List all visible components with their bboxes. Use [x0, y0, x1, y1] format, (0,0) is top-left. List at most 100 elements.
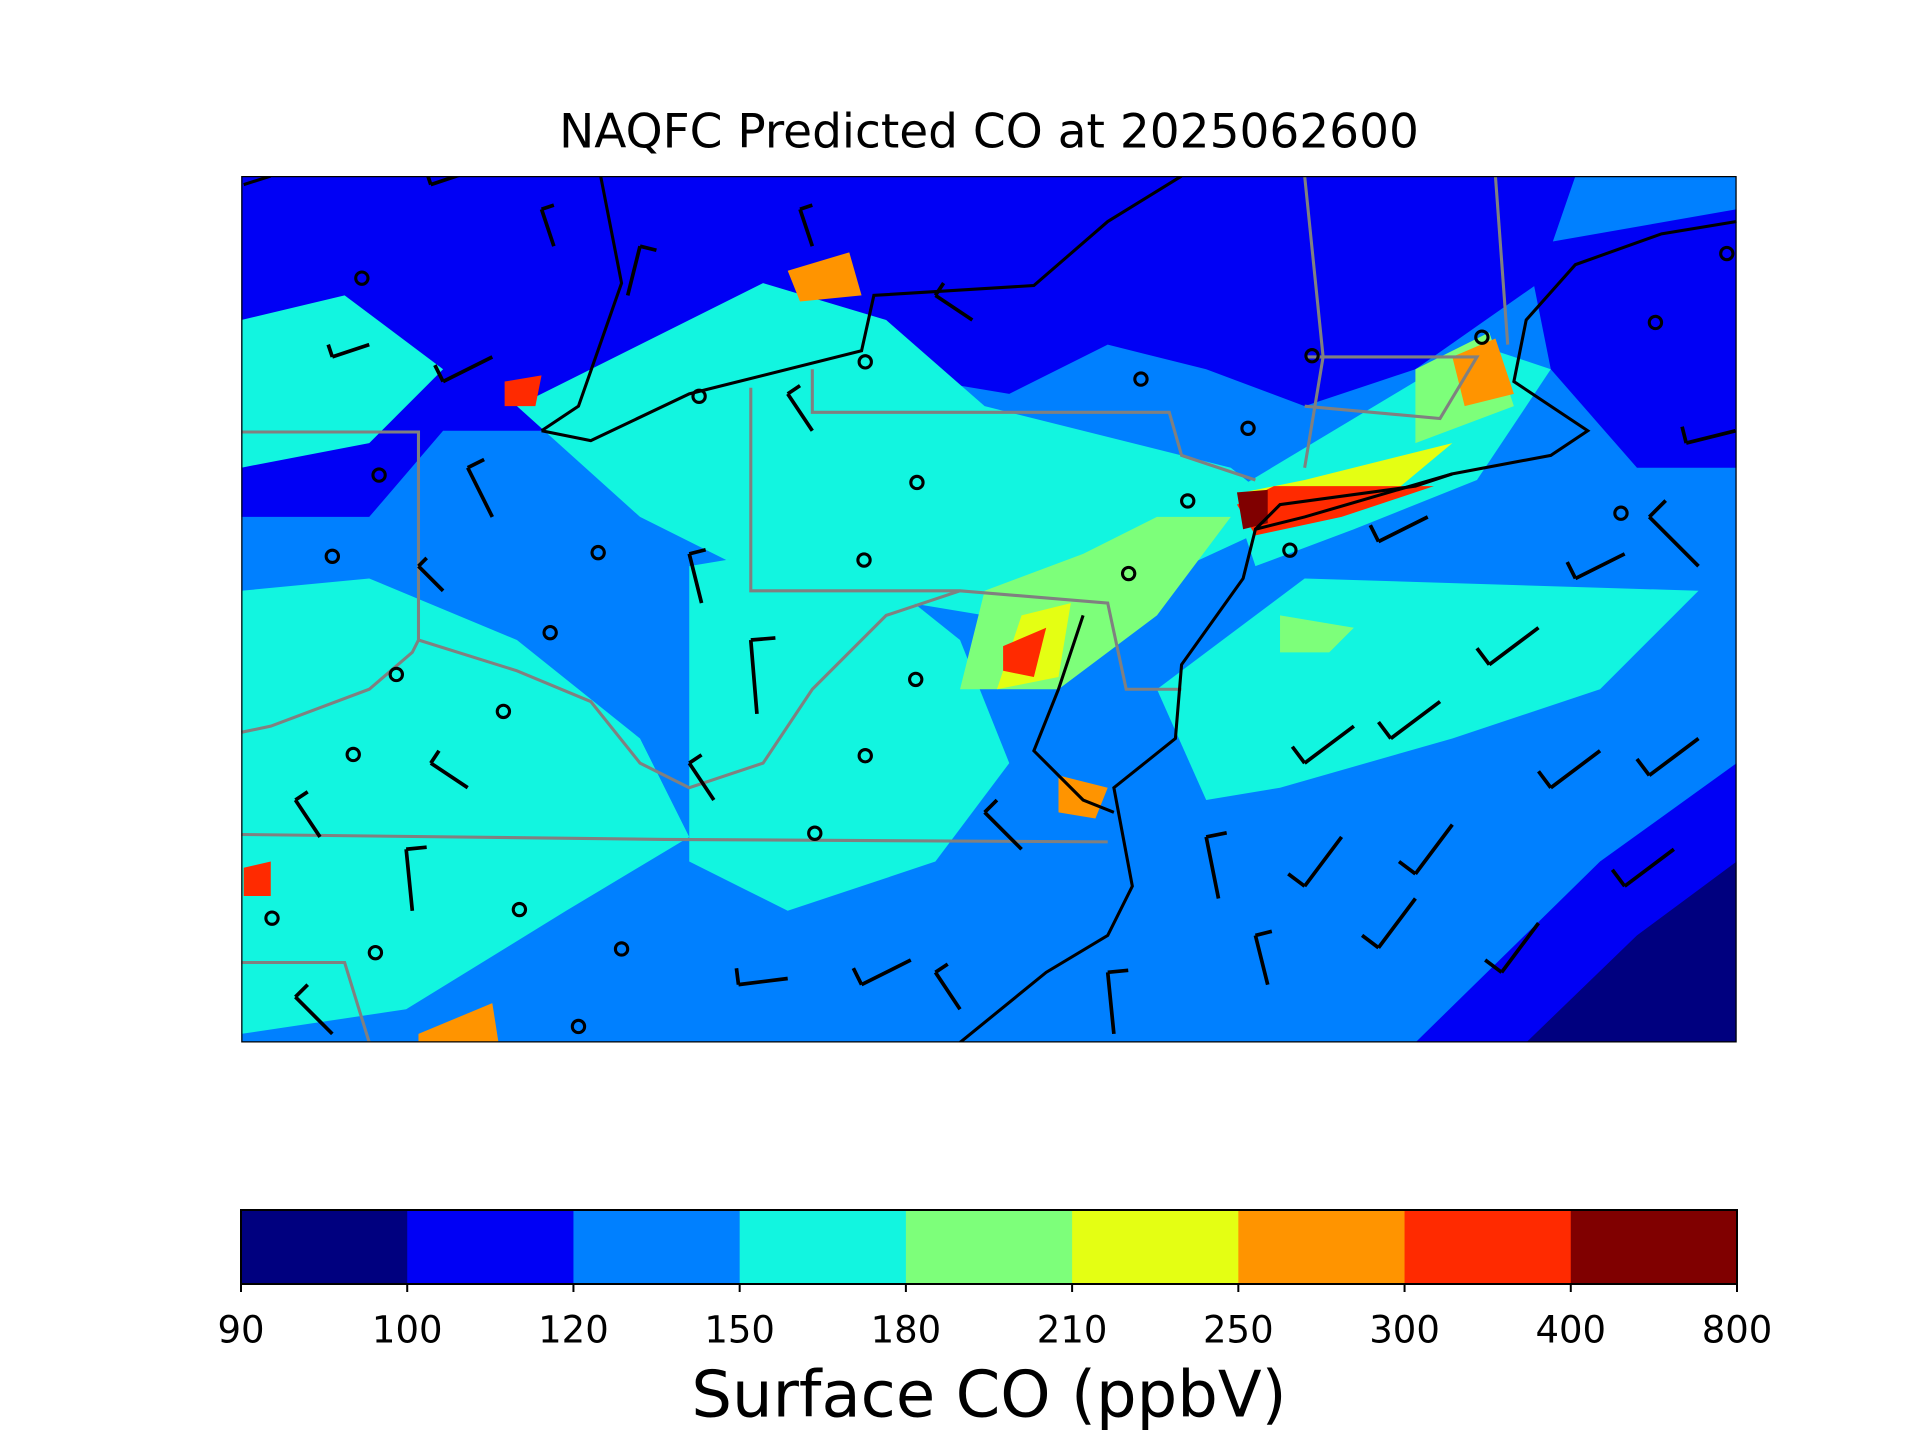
- boundary-line: [541, 176, 1183, 443]
- wind-barb: [1368, 515, 1429, 544]
- boundary-line: [243, 176, 272, 187]
- colorbar-segment: [739, 1210, 907, 1284]
- boundary-line: [810, 369, 1256, 482]
- station: [371, 467, 387, 483]
- station: [613, 941, 630, 957]
- wind-barb: [1565, 552, 1626, 581]
- colorbar-tick-label: 100: [372, 1309, 443, 1352]
- station: [856, 552, 872, 568]
- co-field-region: [787, 176, 1576, 407]
- wind-barb: [1105, 968, 1129, 1035]
- colorbar-tick-label: 180: [871, 1309, 942, 1352]
- station: [1719, 245, 1735, 262]
- wind-barb: [687, 753, 716, 802]
- wind-barb: [294, 983, 334, 1036]
- colorbar-segment: [573, 1210, 741, 1284]
- station: [1282, 542, 1298, 558]
- boundary-line: [540, 176, 624, 433]
- co-field-region: [243, 861, 271, 897]
- wind-barb: [293, 790, 322, 838]
- colorbar-tick-label: 300: [1369, 1309, 1440, 1352]
- co-field-region: [241, 578, 690, 1034]
- station: [807, 825, 823, 841]
- colorbar-tick-label: 120: [538, 1309, 609, 1352]
- wind-barb: [1475, 626, 1540, 667]
- station: [857, 354, 873, 370]
- wind-barb: [1537, 749, 1602, 790]
- co-field-region: [1236, 489, 1268, 530]
- co-field-region: [1280, 615, 1354, 653]
- wind-barb: [417, 556, 445, 593]
- colorbar-segment: [905, 1210, 1073, 1284]
- colorbar-segment: [1404, 1210, 1572, 1284]
- station: [1647, 314, 1664, 331]
- station: [857, 748, 873, 764]
- wind-barb: [933, 962, 962, 1011]
- co-field-region: [241, 295, 444, 468]
- boundary-line: [418, 589, 961, 790]
- colorbar-tick-label: 150: [704, 1309, 775, 1352]
- wind-barb: [1680, 426, 1736, 445]
- wind-barb: [429, 749, 469, 790]
- wind-barb: [1360, 897, 1417, 950]
- co-field-region: [516, 283, 1293, 616]
- station: [324, 548, 341, 565]
- boundary-line: [1493, 176, 1510, 345]
- co-field-region: [504, 375, 542, 407]
- wind-barb: [425, 176, 463, 187]
- station: [1120, 565, 1137, 582]
- wind-barb: [983, 798, 1023, 851]
- colorbar-tick-label: 90: [217, 1309, 264, 1352]
- boundary-line: [241, 430, 421, 734]
- wind-barb: [1610, 847, 1675, 888]
- station: [345, 746, 361, 763]
- boundary-line: [1254, 472, 1453, 531]
- colorbar-segment: [1238, 1210, 1406, 1284]
- colorbar-label: Surface CO (ppbV): [691, 1359, 1286, 1433]
- wind-barb: [1635, 737, 1700, 777]
- co-field-region: [689, 541, 1010, 911]
- station: [1304, 348, 1320, 364]
- colorbar-tick-label: 400: [1535, 1309, 1606, 1352]
- wind-barb: [1647, 499, 1700, 568]
- station: [264, 910, 280, 926]
- colorbar-segment: [241, 1210, 408, 1284]
- boundary-line: [241, 960, 371, 1043]
- station: [1133, 371, 1149, 387]
- station: [908, 671, 924, 688]
- boundary-line: [959, 220, 1737, 1043]
- wind-barb: [539, 203, 556, 247]
- wind-barb: [1253, 929, 1273, 986]
- wind-barb: [1397, 823, 1454, 876]
- wind-barb: [933, 282, 974, 322]
- station: [1474, 329, 1490, 345]
- wind-barb: [404, 845, 427, 911]
- wind-barb: [734, 968, 788, 987]
- station: [511, 901, 528, 918]
- wind-barb: [748, 636, 776, 715]
- station: [1613, 505, 1629, 521]
- boundary-line: [749, 387, 1182, 691]
- wind-barb: [625, 244, 657, 296]
- map: [241, 176, 1737, 1043]
- station: [1240, 420, 1256, 437]
- colorbar-segment: [1570, 1210, 1738, 1284]
- wind-barb: [1287, 835, 1344, 888]
- wind-barb: [326, 342, 370, 359]
- wind-barb: [1290, 724, 1355, 765]
- colorbar-segment: [1072, 1210, 1239, 1284]
- wind-barb: [1377, 700, 1442, 740]
- wind-barb: [798, 203, 815, 247]
- wind-barb: [466, 457, 494, 518]
- boundary-line: [1304, 355, 1480, 421]
- boundary-line: [241, 832, 1108, 844]
- wind-barb: [1484, 921, 1540, 974]
- station: [691, 388, 707, 405]
- station: [367, 944, 384, 961]
- co-field-region: [1003, 627, 1047, 677]
- colorbar-frame: [240, 1209, 1738, 1285]
- co-field-region: [787, 252, 862, 302]
- station: [495, 703, 512, 720]
- station: [388, 666, 405, 683]
